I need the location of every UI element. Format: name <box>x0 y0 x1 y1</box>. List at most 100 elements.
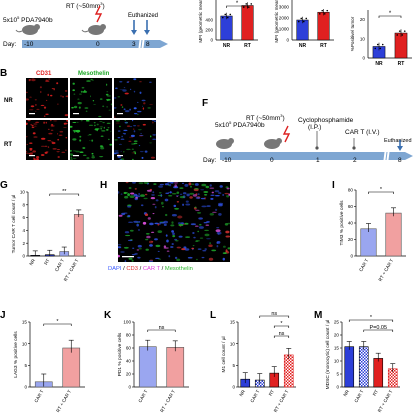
data-point <box>401 34 404 36</box>
x-tick-label: RT <box>43 258 50 266</box>
bar-chart-top3: 20 10 0 NR RT %Positive/ tumor * <box>350 10 412 67</box>
data-point <box>381 43 384 46</box>
mouse-icon <box>15 24 40 35</box>
y-tick-label: 60 <box>126 346 132 351</box>
bar <box>73 214 84 257</box>
y-tick-label: 0 <box>24 385 27 390</box>
x-tick-label: CAR T <box>54 258 65 273</box>
y-tick-label: 0 <box>128 385 131 390</box>
data-point <box>229 13 232 16</box>
significance-label: * <box>380 187 383 193</box>
y-tick-label: 15 <box>22 320 28 325</box>
x-tick-label: RT <box>320 43 327 49</box>
arrow-down-icon <box>144 30 150 35</box>
data-point <box>297 20 300 23</box>
bar-chart-J: 0 5 10 15 CAR T RT + CAR T * LAG3 % positive ce… <box>13 319 85 413</box>
panel-label-h: H <box>100 180 108 191</box>
y-tick-label: 1000 <box>279 26 290 31</box>
y-tick-label: 4 <box>22 228 25 233</box>
data-point <box>302 20 305 23</box>
x-tick-label: RT + CAR T <box>378 258 395 282</box>
data-point <box>396 34 399 36</box>
microscopy-tile <box>70 120 112 160</box>
bar-chart-K: 0 20 40 60 80 100 CAR T RT + CAR T ns PD1 % posit… <box>117 320 189 413</box>
y-tick-label: 20 <box>348 237 354 242</box>
data-point <box>398 30 401 32</box>
data-point <box>321 9 324 12</box>
arrow-down-icon <box>397 146 403 151</box>
x-tick-label: RT <box>268 389 275 397</box>
y-tick-label: 10 <box>334 359 340 364</box>
y-tick-label: 0 <box>362 56 365 61</box>
data-point <box>242 6 245 8</box>
y-tick-label: 5 <box>336 372 339 377</box>
microscopy-tile <box>70 78 112 118</box>
y-tick-label: 5 <box>24 363 27 368</box>
arrow-down-icon <box>131 30 137 35</box>
rt-label: RT (~50mm3) <box>66 1 105 11</box>
y-tick-label: 3000 <box>279 4 290 9</box>
y-axis-label: M1 cell count / µl <box>221 336 227 372</box>
data-point <box>326 9 329 12</box>
significance-label: ns <box>159 325 165 331</box>
bar <box>344 346 355 388</box>
timeline-f-arrow <box>216 125 413 165</box>
x-tick-label: CAR T <box>358 258 369 273</box>
significance-label: ns <box>279 331 285 337</box>
tick-label: -10 <box>24 41 34 48</box>
panel-label-i: I <box>332 180 335 191</box>
significance-label: ns <box>271 311 277 317</box>
bar <box>283 354 294 388</box>
y-tick-label: 10 <box>360 36 366 41</box>
y-tick-label: 40 <box>348 221 354 226</box>
x-tick-label: RT + CAR T <box>55 389 72 413</box>
x-tick-label: NR <box>238 388 246 397</box>
x-tick-label: RT + CAR T <box>63 258 80 282</box>
y-tick-label: 80 <box>348 188 354 193</box>
bar-chart-G: 0 2 4 6 8 10 NR RT CAR TRT + CAR T ** Tumor CAR T … <box>11 189 86 282</box>
car-t-label: CAR T (I.V.) <box>345 129 380 136</box>
data-point <box>318 13 321 15</box>
radiation-bolt-icon <box>282 125 291 143</box>
x-tick-label: CAR T <box>33 389 44 404</box>
data-point <box>245 3 248 5</box>
x-tick-label: RT + CAR T <box>273 389 290 413</box>
data-point <box>379 47 382 50</box>
euthanized-label: Euthanized <box>128 13 159 19</box>
y-tick-label: 0 <box>232 385 235 390</box>
x-tick-label: NR <box>223 43 231 49</box>
tick-label: 8 <box>146 41 150 48</box>
y-axis-label: Tumor CAR T cell count / µl <box>11 195 17 254</box>
y-tick-label: 10 <box>22 341 28 346</box>
data-point <box>376 43 379 46</box>
significance-label: * <box>389 11 392 17</box>
microscopy-tile <box>26 120 68 160</box>
panel-label-f: F <box>202 98 209 109</box>
col-header-mesothelin: Mesothelin <box>78 71 110 77</box>
x-tick-label: RT <box>398 61 405 67</box>
x-tick-label: CAR T <box>353 389 364 404</box>
x-tick-label: NR <box>28 257 36 266</box>
x-tick-label: RT <box>244 43 251 49</box>
significance-label: P=0.05 <box>369 325 387 331</box>
bar-chart-top2: 3000 2000 1000 0 NR RT MFI (geometric mean) <box>274 0 334 49</box>
y-axis-label: MDSC (monocytic) cell count / µl <box>325 320 331 390</box>
data-point <box>300 17 303 20</box>
y-tick-label: 20 <box>126 372 132 377</box>
tick-label: 0 <box>96 41 100 48</box>
y-tick-label: 20 <box>334 333 340 338</box>
x-tick-label: NR <box>375 61 383 67</box>
panel-label-l: L <box>210 310 217 321</box>
y-tick-label: 15 <box>334 346 340 351</box>
x-tick-label: CAR T <box>249 389 260 404</box>
data-point <box>323 13 326 15</box>
y-tick-label: 0 <box>210 38 213 43</box>
data-point <box>226 16 229 19</box>
y-tick-label: 40 <box>126 359 132 364</box>
mouse-icon <box>264 138 282 149</box>
bar <box>166 347 185 388</box>
y-tick-label: 0 <box>350 254 353 259</box>
cyclophosphamide-label: Cyclophosphamide <box>298 117 354 124</box>
x-tick-label: RT + CAR T <box>159 389 176 413</box>
